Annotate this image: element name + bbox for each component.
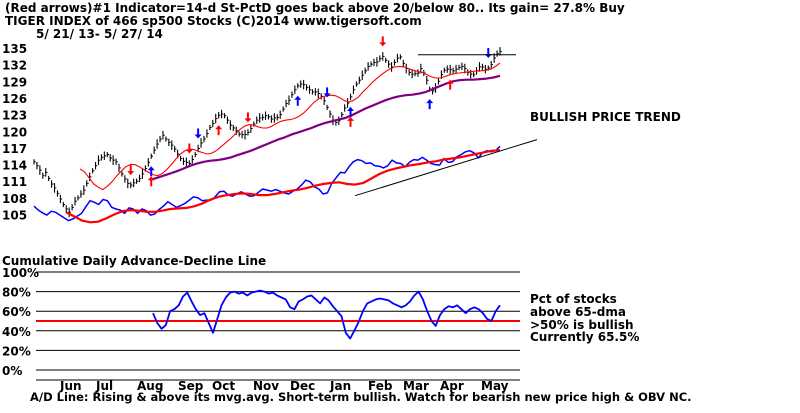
- ad-line-label: Cumulative Daily Advance-Decline Line: [2, 254, 266, 268]
- signal-arrow-down: [323, 93, 331, 98]
- series-ad-line: [33, 145, 501, 222]
- series-ad-ma: [65, 149, 501, 224]
- pct-label-3: >50% is bullish: [530, 318, 634, 332]
- signal-arrow-up: [147, 166, 155, 171]
- signal-arrow-down: [194, 134, 202, 139]
- signal-arrow-down: [127, 171, 135, 176]
- series-trendline: [354, 139, 538, 197]
- price-y-tick-label: 126: [2, 92, 27, 106]
- signal-arrow-up: [446, 79, 454, 84]
- price-y-tick-label: 123: [2, 109, 27, 123]
- signal-arrow-up: [426, 99, 434, 104]
- header-line-2: TIGER INDEX of 466 sp500 Stocks (C)2014 …: [5, 14, 422, 28]
- month-label: Jul: [95, 379, 113, 393]
- price-y-tick-label: 114: [2, 159, 27, 173]
- signal-arrow-down: [244, 118, 252, 123]
- pct-y-tick-label: 100%: [2, 266, 39, 280]
- month-label: Feb: [368, 379, 393, 393]
- pct-y-tick-label: 60%: [2, 305, 31, 319]
- month-label: May: [481, 379, 509, 393]
- signal-arrows: [127, 36, 492, 187]
- price-y-tick-label: 117: [2, 142, 27, 156]
- pct-label-1: Pct of stocks: [530, 292, 617, 306]
- signal-arrow-down: [185, 149, 193, 154]
- series-ma-short: [79, 62, 501, 191]
- month-label: Oct: [212, 379, 235, 393]
- pct-y-tick-label: 80%: [2, 286, 31, 300]
- header-line-1: (Red arrows)#1 Indicator=14-d St-PctD go…: [5, 1, 625, 15]
- month-label: Apr: [440, 379, 464, 393]
- pct-label-4: Currently 65.5%: [530, 330, 639, 344]
- signal-arrow-down: [379, 42, 387, 47]
- signal-arrow-up: [294, 95, 302, 100]
- pct-lines: [152, 289, 501, 340]
- pct-y-axis: 100% 80% 60% 40% 20% 0%: [2, 266, 520, 378]
- month-label: Sep: [178, 379, 204, 393]
- signal-arrow-up: [347, 106, 355, 111]
- price-y-tick-label: 108: [2, 192, 27, 206]
- header-line-3: 5/ 21/ 13- 5/ 27/ 14: [36, 27, 163, 41]
- month-label: Jun: [59, 379, 82, 393]
- price-y-tick-label: 120: [2, 125, 27, 139]
- signal-arrow-up: [147, 176, 155, 181]
- price-y-tick-label: 111: [2, 175, 27, 189]
- price-y-tick-label: 129: [2, 75, 27, 89]
- pct-panel: 100% 80% 60% 40% 20% 0%: [2, 266, 520, 378]
- price-y-tick-label: 132: [2, 59, 27, 73]
- pct-y-tick-label: 40%: [2, 325, 31, 339]
- month-label: Jan: [329, 379, 351, 393]
- month-label: Nov: [253, 379, 279, 393]
- bottom-commentary: A/D Line: Rising & above its mvg.avg. Sh…: [30, 390, 692, 404]
- signal-arrow-up: [347, 116, 355, 121]
- price-bars: [33, 47, 502, 218]
- price-y-axis: 135 132 129 126 123 120 117 114 111 108 105: [2, 42, 27, 222]
- month-label: Aug: [137, 379, 163, 393]
- pct-y-tick-label: 0%: [2, 364, 22, 378]
- month-label: Mar: [403, 379, 429, 393]
- x-axis: Jun Jul Aug Sep Oct Nov Dec Jan Feb Mar Apr May: [36, 379, 520, 393]
- price-y-tick-label: 105: [2, 209, 27, 223]
- series-pct-above-65dma: [152, 289, 501, 340]
- signal-arrow-up: [215, 125, 223, 130]
- pct-label-2: above 65-dma: [530, 305, 626, 319]
- pct-y-tick-label: 20%: [2, 344, 31, 358]
- trend-annotation: BULLISH PRICE TREND: [530, 110, 681, 124]
- price-lines: [33, 62, 538, 224]
- price-y-tick-label: 135: [2, 42, 27, 56]
- price-panel: 135 132 129 126 123 120 117 114 111 108 105: [2, 36, 538, 224]
- month-label: Dec: [290, 379, 315, 393]
- series-ma-long: [149, 74, 501, 182]
